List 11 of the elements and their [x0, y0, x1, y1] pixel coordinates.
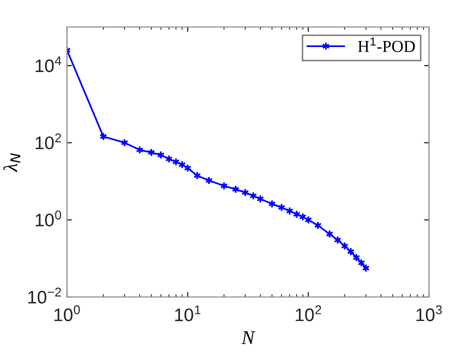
x-tick-label: 10$^{2}$ — [296, 305, 322, 322]
legend-label: H$^{1}$-POD — [358, 38, 415, 52]
y-tick-label: 10$^{−2}$ — [28, 288, 61, 304]
x-tick-label: 10$^{1}$ — [175, 305, 200, 322]
y-axis-title: λ$_{N}$ — [3, 153, 20, 172]
y-tick-label: 10$^{0}$ — [36, 210, 62, 226]
x-axis-title: N — [241, 331, 256, 344]
x-tick-label: 10$^{0}$ — [54, 305, 80, 322]
x-tick-label: 10$^{3}$ — [416, 305, 442, 322]
y-tick-label: 10$^{2}$ — [36, 133, 61, 150]
y-tick-label: 10$^{4}$ — [36, 56, 62, 72]
